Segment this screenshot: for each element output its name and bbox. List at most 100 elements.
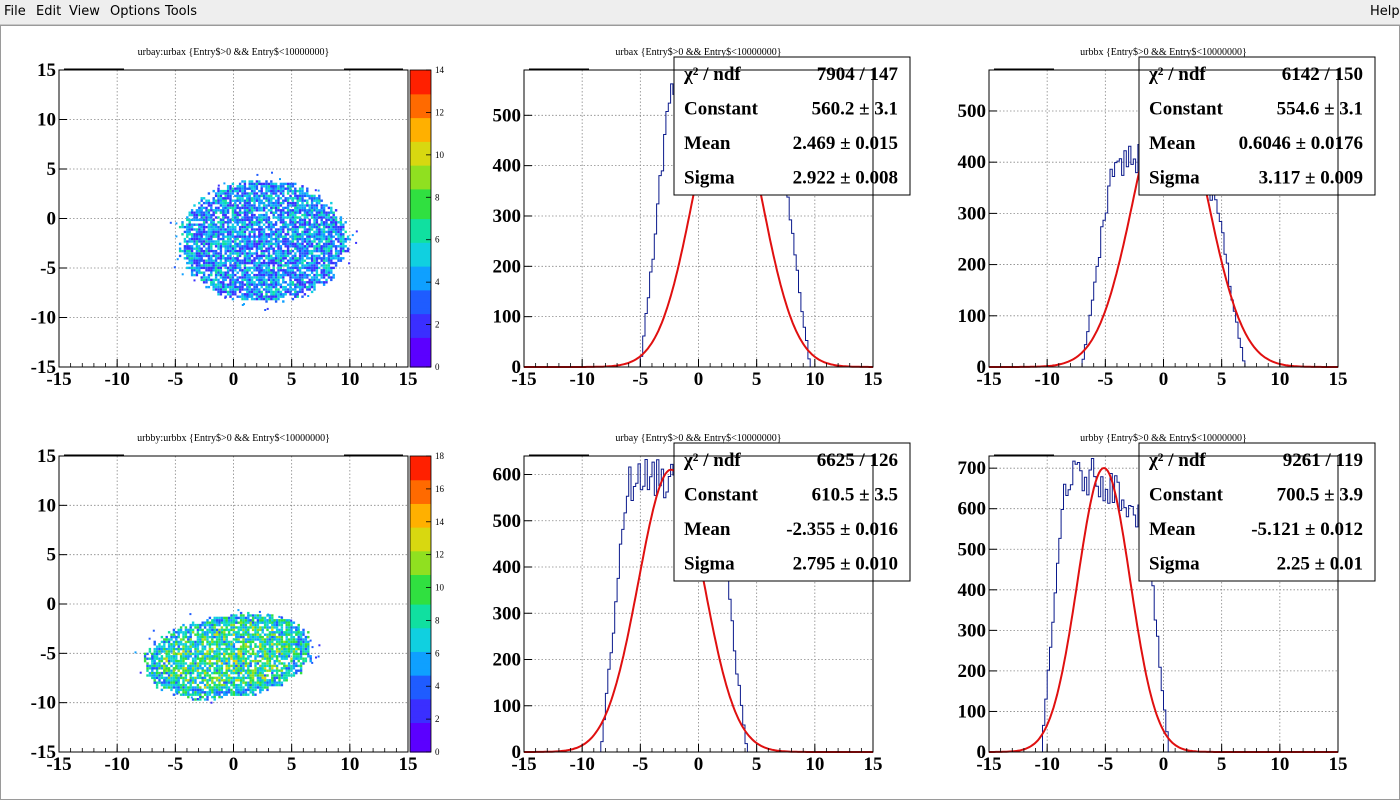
heatmap-cell (297, 655, 300, 658)
heatmap-cell (251, 681, 255, 684)
heatmap-cell (306, 254, 309, 258)
heatmap-cell (249, 691, 252, 694)
heatmap-cell (229, 201, 232, 205)
menu-bar: File Edit View Options Tools Help (0, 0, 1400, 25)
heatmap-cell (296, 269, 299, 272)
heatmap-cell (318, 233, 321, 236)
y-tick-label: 5 (47, 159, 57, 180)
heatmap-cell (211, 695, 214, 699)
heatmap-cell (231, 223, 235, 226)
menu-edit[interactable]: Edit (36, 4, 62, 19)
heatmap-cell (327, 228, 331, 231)
heatmap-cell (310, 235, 314, 238)
heatmap-cell (177, 662, 180, 665)
heatmap-cell (265, 297, 268, 301)
heatmap-cell (255, 276, 259, 279)
heatmap-cell (201, 633, 204, 636)
heatmap-cell (198, 269, 201, 272)
heatmap-cell (200, 197, 203, 200)
heatmap-cell (229, 237, 232, 241)
heatmap-cell (253, 209, 256, 212)
heatmap-cell (205, 276, 208, 279)
heatmap-cell (327, 273, 331, 277)
heatmap-cell (234, 293, 237, 296)
heatmap-cell (303, 237, 307, 241)
heatmap-cell (250, 230, 254, 234)
heatmap-cell (287, 631, 291, 634)
heatmap-cell (279, 197, 283, 200)
heatmap-cell (202, 216, 206, 219)
menu-help[interactable]: Help (1370, 4, 1400, 19)
menu-tools[interactable]: Tools (165, 4, 198, 19)
heatmap-cell (278, 674, 281, 677)
heatmap-cell (277, 281, 280, 284)
heatmap-cell (325, 247, 328, 250)
heatmap-cell (194, 667, 197, 670)
y-tick-label: 500 (958, 101, 987, 122)
heatmap-cell (167, 679, 171, 682)
heatmap-cell (246, 194, 249, 198)
heatmap-cell (255, 278, 259, 282)
heatmap-cell (303, 276, 307, 279)
heatmap-cell (258, 297, 261, 301)
heatmap-cell (294, 290, 297, 294)
heatmap-cell (167, 631, 171, 634)
heatmap-cell (217, 269, 220, 272)
heatmap-cell (248, 290, 251, 294)
heatmap-cell (237, 652, 240, 656)
x-tick-label: 0 (229, 369, 239, 390)
heatmap-cell (227, 674, 231, 677)
heatmap-cell (327, 259, 331, 262)
menu-view[interactable]: View (69, 4, 100, 19)
heatmap-cell (248, 223, 251, 226)
heatmap-cell (285, 664, 288, 668)
heatmap-cell (241, 204, 244, 207)
heatmap-cell (217, 273, 220, 277)
heatmap-cell (188, 228, 191, 231)
heatmap-cell (271, 621, 274, 624)
menu-options[interactable]: Options (110, 4, 161, 19)
heatmap-cell (289, 276, 292, 279)
heatmap-cell (179, 676, 183, 680)
heatmap-cell (291, 237, 295, 241)
heatmap-cell (296, 628, 299, 630)
heatmap-cell (294, 194, 297, 198)
heatmap-cell (183, 230, 187, 234)
heatmap-cell (229, 288, 232, 291)
heatmap-cell (170, 647, 173, 651)
heatmap-cell (237, 683, 240, 687)
heatmap-cell (289, 261, 292, 265)
heatmap-cell (294, 242, 297, 246)
heatmap-cell (330, 269, 333, 272)
heatmap-cell (308, 197, 311, 200)
heatmap-cell (278, 647, 281, 651)
heatmap-cell (175, 681, 178, 684)
heatmap-cell (304, 645, 308, 648)
stats-label: Mean (684, 519, 731, 540)
heatmap-cell (291, 233, 295, 236)
heatmap-cell (206, 679, 209, 682)
heatmap-cell (187, 640, 190, 644)
heatmap-cell (334, 237, 338, 241)
heatmap-cell (236, 266, 239, 270)
heatmap-cell (294, 235, 297, 238)
heatmap-cell (153, 667, 156, 670)
heatmap-cell (315, 278, 319, 282)
heatmap-cell (223, 616, 226, 620)
heatmap-cell (244, 623, 248, 627)
heatmap-cell (278, 676, 281, 680)
heatmap-cell (313, 240, 316, 243)
heatmap-cell (267, 228, 271, 231)
heatmap-cell (146, 674, 149, 677)
heatmap-cell (282, 257, 285, 260)
heatmap-cell (177, 633, 180, 636)
heatmap-cell (200, 264, 203, 267)
y-tick-label: 300 (958, 620, 987, 641)
heatmap-cell (196, 676, 200, 680)
menu-file[interactable]: File (4, 4, 26, 19)
heatmap-cell (134, 651, 137, 654)
heatmap-cell (229, 235, 232, 238)
heatmap-cell (212, 228, 215, 231)
